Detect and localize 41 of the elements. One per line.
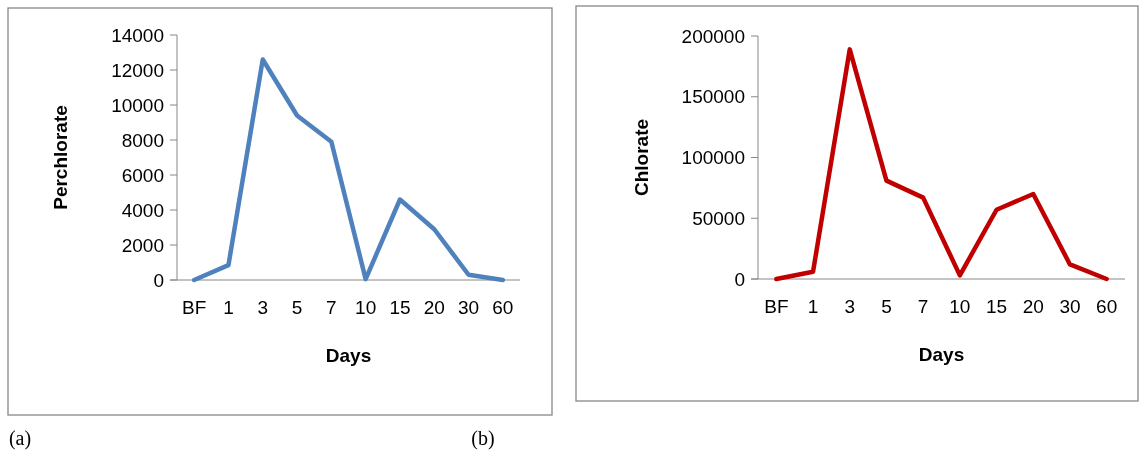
y-tick-label: 12000 [111, 59, 164, 81]
x-tick-label: 5 [291, 297, 303, 318]
text: (a) [8, 427, 32, 450]
x-tick-label: 7 [917, 296, 929, 317]
y-tick-label: 200000 [681, 25, 745, 47]
y-tick-label: 50000 [692, 207, 745, 229]
text: (b) [471, 427, 495, 450]
x-tick-label: BF [182, 297, 207, 318]
x-axis-title: Days [918, 344, 965, 365]
y-axis-title: Chlorate [631, 118, 652, 197]
x-tick-label: 3 [257, 297, 269, 318]
y-tick-label: 2000 [121, 234, 164, 256]
y-axis-title: Perchlorate [50, 105, 71, 210]
line-series [191, 57, 506, 283]
y-tick-label: 10000 [111, 94, 164, 116]
x-tick-label: 10 [949, 296, 971, 317]
x-tick-label: 1 [807, 296, 819, 317]
y-tick-label: 6000 [121, 164, 164, 186]
x-tick-label: 15 [985, 296, 1008, 317]
x-tick-label: 7 [326, 297, 337, 318]
x-tick-label: 60 [492, 297, 514, 318]
y-tick-label: 4000 [121, 199, 164, 221]
y-tick-label: 100000 [681, 147, 745, 169]
y-tick-label: 8000 [121, 129, 164, 151]
x-tick-label: 30 [457, 297, 480, 318]
y-tick-label: 0 [734, 268, 745, 290]
line-series [774, 47, 1109, 282]
y-tick-label: 150000 [681, 86, 745, 108]
x-tick-label: 60 [1096, 296, 1118, 317]
x-tick-label: BF [764, 296, 789, 317]
x-tick-label: 20 [1022, 296, 1044, 317]
x-tick-label: 20 [423, 297, 445, 318]
x-tick-label: 30 [1059, 296, 1081, 317]
x-tick-label: 1 [223, 297, 234, 318]
x-tick-label: 15 [389, 297, 411, 318]
x-tick-label: 5 [881, 296, 892, 317]
x-tick-label: 10 [355, 297, 377, 318]
x-tick-label: 3 [844, 296, 856, 317]
y-tick-label: 0 [153, 269, 164, 291]
x-axis-title: Days [325, 345, 372, 366]
y-tick-label: 14000 [111, 24, 164, 46]
